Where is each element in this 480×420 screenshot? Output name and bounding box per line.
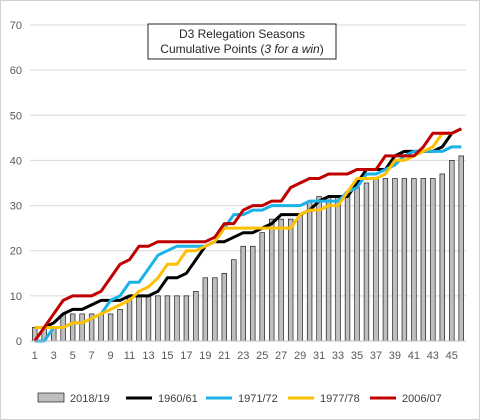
bar: [335, 196, 341, 342]
y-axis-ticks: 0 10 20 30 40 50 60 70: [10, 20, 22, 348]
x-tick-label: 39: [389, 350, 401, 362]
bar: [297, 214, 303, 342]
bar: [430, 178, 436, 342]
legend-label: 2006/07: [402, 393, 442, 405]
bar: [449, 160, 455, 342]
bar: [458, 155, 464, 342]
x-tick-label: 25: [256, 350, 268, 362]
x-tick-label: 17: [180, 350, 192, 362]
bar: [174, 295, 180, 342]
series-line: [34, 127, 462, 329]
legend-label: 2018/19: [70, 393, 110, 405]
series-line: [33, 127, 462, 342]
x-axis-ticks: 1 3 5 7 9 11 13 15 17 19 21 23 25 27 29 31 33 35 37 39 41 43 4…: [32, 350, 458, 362]
bar: [212, 277, 218, 342]
bar: [240, 245, 246, 342]
series-line: [34, 127, 462, 329]
bar: [278, 218, 284, 342]
bar: [231, 259, 237, 342]
x-tick-label: 11: [124, 350, 135, 362]
x-tick-label: 15: [161, 350, 173, 362]
x-tick-label: 43: [427, 350, 439, 362]
bar: [325, 196, 332, 342]
y-tick-label: 0: [16, 336, 22, 348]
bar: [382, 178, 389, 342]
bar: [136, 295, 142, 342]
x-tick-label: 7: [89, 350, 95, 362]
x-tick-label: 23: [237, 350, 249, 362]
x-tick-label: 29: [294, 350, 306, 362]
y-tick-label: 40: [10, 155, 22, 167]
legend-label: 1971/72: [238, 393, 278, 405]
y-tick-label: 20: [10, 246, 22, 258]
bar: [117, 309, 123, 342]
bar: [401, 178, 408, 342]
chart-title: D3 Relegation Seasons: [179, 27, 305, 41]
y-tick-label: 60: [10, 65, 22, 77]
y-tick-label: 30: [10, 201, 22, 213]
x-tick-label: 27: [275, 350, 287, 362]
bar: [107, 313, 114, 342]
bar: [363, 182, 370, 342]
chart-subtitle: Cumulative Points (3 for a win): [160, 42, 323, 56]
legend-label: 1960/61: [158, 393, 198, 405]
bar: [259, 232, 265, 342]
x-tick-label: 5: [70, 350, 76, 362]
y-tick-label: 10: [10, 291, 22, 303]
x-tick-label: 21: [218, 350, 230, 362]
chart-title-box: D3 Relegation Seasons Cumulative Points …: [147, 23, 337, 60]
bar: [98, 313, 104, 342]
bar: [193, 291, 199, 342]
bar: [269, 218, 275, 342]
bar: [79, 313, 85, 342]
bar: [221, 272, 227, 342]
x-tick-label: 1: [32, 350, 38, 362]
title-box-border: [147, 23, 337, 60]
bar: [420, 178, 427, 342]
bar: [373, 178, 379, 342]
legend-label: 1977/78: [320, 393, 360, 405]
bar: [392, 178, 398, 342]
bar: [69, 313, 76, 342]
bar: [183, 295, 190, 342]
x-tick-label: 35: [351, 350, 363, 362]
legend-swatch: [37, 392, 65, 403]
bar: [202, 277, 209, 342]
bar: [145, 295, 152, 342]
bar: [439, 173, 445, 342]
bar: [344, 191, 351, 342]
bar: [155, 295, 161, 342]
y-tick-label: 70: [10, 20, 22, 32]
x-tick-label: 41: [408, 350, 420, 362]
bar: [306, 200, 313, 342]
y-tick-label: 50: [10, 110, 22, 122]
bar: [164, 295, 171, 342]
x-tick-label: 9: [108, 350, 114, 362]
x-tick-label: 31: [313, 350, 325, 362]
x-tick-label: 3: [51, 350, 57, 362]
x-tick-label: 33: [332, 350, 344, 362]
bar: [354, 187, 360, 342]
bar: [316, 196, 322, 342]
x-tick-label: 45: [446, 350, 458, 362]
bar: [411, 178, 417, 342]
line-series: [33, 127, 462, 343]
bar-series-2018-19: [32, 155, 464, 342]
x-tick-label: 13: [142, 350, 154, 362]
x-tick-label: 37: [370, 350, 382, 362]
bar: [287, 218, 294, 342]
x-tick-label: 19: [199, 350, 211, 362]
bar: [250, 245, 256, 342]
legend: 2018/19 1960/61 1971/72 1977/78 2006/07: [37, 392, 442, 405]
